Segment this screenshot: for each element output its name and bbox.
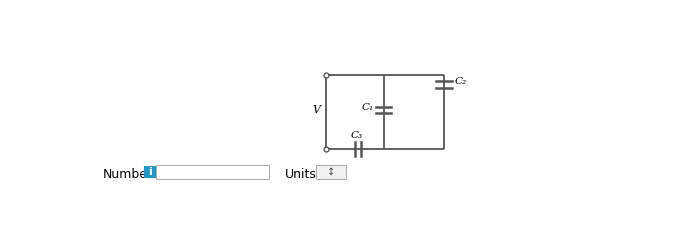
Text: Units: Units xyxy=(285,168,317,181)
Text: C₁: C₁ xyxy=(361,103,374,112)
FancyBboxPatch shape xyxy=(316,165,346,179)
Text: Number: Number xyxy=(103,168,153,181)
FancyBboxPatch shape xyxy=(157,165,269,179)
Text: V: V xyxy=(312,105,320,115)
Text: C₂: C₂ xyxy=(455,77,467,86)
Text: C₃: C₃ xyxy=(350,131,363,140)
Text: ↕: ↕ xyxy=(327,167,335,177)
Text: i: i xyxy=(148,167,152,177)
FancyBboxPatch shape xyxy=(144,166,157,178)
